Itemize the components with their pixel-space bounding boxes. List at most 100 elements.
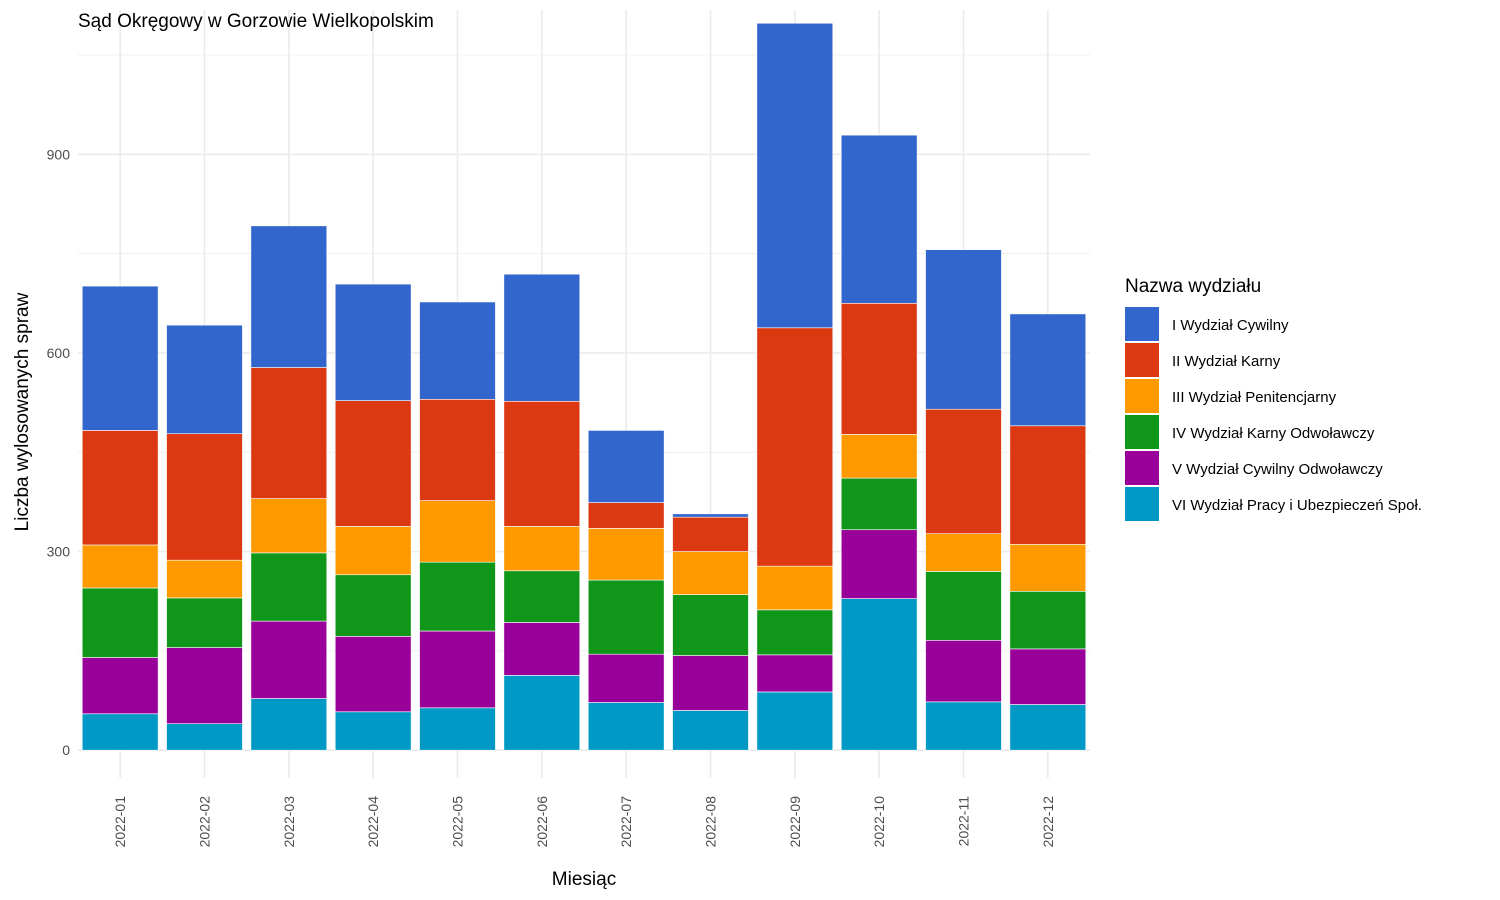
bar-segment-2022-06-s5 (503, 273, 581, 402)
bar-segment-2022-04-s0 (334, 711, 412, 751)
legend-key (1125, 379, 1159, 413)
bar-segment-2022-11-s5 (925, 249, 1002, 410)
bar-segment-2022-11-s2 (925, 571, 1002, 641)
bar-segment-2022-07-s1 (587, 653, 665, 703)
bar-segment-2022-09-s3 (756, 565, 834, 611)
bar-segment-2022-09-s0 (756, 691, 834, 751)
x-tick-label: 2022-10 (871, 796, 887, 848)
legend-label: II Wydział Karny (1172, 353, 1281, 370)
bar-segment-2022-06-s4 (503, 400, 581, 527)
bar-segment-2022-07-s4 (587, 502, 665, 529)
bar-segment-2022-01-s1 (81, 657, 159, 715)
legend-label: VI Wydział Pracy i Ubezpieczeń Społ. (1172, 497, 1422, 514)
legend-title: Nazwa wydziału (1125, 276, 1261, 297)
legend-key (1125, 487, 1159, 521)
bar-segment-2022-07-s0 (587, 702, 665, 751)
x-tick-label: 2022-08 (703, 796, 719, 848)
y-tick-label: 300 (47, 544, 71, 560)
bar-segment-2022-05-s5 (419, 301, 496, 400)
legend-label: I Wydział Cywilny (1172, 317, 1289, 334)
bar-segment-2022-08-s4 (672, 516, 749, 552)
y-tick-label: 0 (62, 742, 70, 758)
bar-segment-2022-05-s4 (419, 398, 496, 501)
bar-segment-2022-03-s3 (250, 498, 328, 554)
bar-segment-2022-12-s1 (1009, 648, 1087, 705)
bar-segment-2022-02-s0 (166, 723, 243, 751)
bar-segment-2022-09-s4 (756, 327, 834, 567)
bar-segment-2022-01-s0 (81, 713, 159, 751)
bar-segment-2022-10-s2 (840, 477, 918, 531)
y-axis-ticks: 0 300 600 900 (47, 146, 71, 758)
bar-segment-2022-01-s4 (81, 430, 159, 546)
bar-segment-2022-03-s1 (250, 620, 328, 699)
legend-key (1125, 451, 1159, 485)
bar-segment-2022-02-s3 (166, 559, 243, 599)
bar-segment-2022-08-s3 (672, 551, 749, 595)
bar-segment-2022-12-s2 (1009, 590, 1087, 650)
x-tick-label: 2022-04 (365, 796, 381, 848)
bar-segment-2022-03-s0 (250, 698, 328, 751)
bar-segment-2022-05-s0 (419, 707, 496, 751)
bar-segment-2022-10-s3 (840, 434, 918, 479)
legend: Nazwa wydziału I Wydział Cywilny II Wydzi… (1125, 276, 1422, 521)
x-tick-label: 2022-02 (197, 796, 213, 848)
bar-segment-2022-06-s2 (503, 570, 581, 623)
x-tick-label: 2022-05 (450, 796, 466, 848)
bar-segment-2022-04-s2 (334, 574, 412, 637)
bar-segment-2022-02-s5 (166, 324, 243, 435)
bar-segment-2022-08-s5 (672, 513, 749, 518)
x-tick-label: 2022-11 (956, 796, 972, 847)
legend-label: IV Wydział Karny Odwoławczy (1172, 425, 1375, 442)
bar-segment-2022-11-s1 (925, 639, 1002, 703)
bar-segment-2022-11-s4 (925, 408, 1002, 534)
bar-segment-2022-05-s2 (419, 561, 496, 632)
bar-segment-2022-01-s5 (81, 285, 159, 431)
bar-segment-2022-10-s4 (840, 302, 918, 435)
bar-segment-2022-08-s0 (672, 710, 749, 751)
bar-segment-2022-07-s2 (587, 579, 665, 655)
y-axis-title: Liczba wylosowanych spraw (12, 292, 33, 531)
x-tick-label: 2022-03 (281, 796, 297, 848)
bar-segment-2022-11-s0 (925, 701, 1002, 751)
legend-key (1125, 415, 1159, 449)
bar-segment-2022-04-s5 (334, 283, 412, 401)
bar-segment-2022-07-s3 (587, 528, 665, 581)
bar-segment-2022-05-s1 (419, 630, 496, 709)
x-axis-title: Miesiąc (552, 869, 616, 890)
bar-segment-2022-06-s1 (503, 622, 581, 676)
bar-segment-2022-04-s3 (334, 526, 412, 576)
x-tick-label: 2022-01 (112, 796, 128, 848)
chart-title: Sąd Okręgowy w Gorzowie Wielkopolskim (78, 11, 434, 32)
bars (81, 22, 1087, 751)
bar-segment-2022-04-s4 (334, 400, 412, 527)
bar-segment-2022-09-s1 (756, 654, 834, 693)
bar-segment-2022-11-s3 (925, 533, 1002, 572)
bar-segment-2022-06-s3 (503, 526, 581, 572)
bar-segment-2022-06-s0 (503, 675, 581, 751)
bar-segment-2022-02-s2 (166, 597, 243, 648)
bar-segment-2022-01-s2 (81, 587, 159, 658)
y-tick-label: 900 (47, 146, 71, 162)
bar-segment-2022-08-s2 (672, 594, 749, 656)
bar-segment-2022-12-s5 (1009, 313, 1087, 427)
x-axis-ticks: 2022-01 2022-02 2022-03 2022-04 2022-05 2022-… (112, 796, 1056, 848)
bar-segment-2022-09-s5 (756, 22, 834, 329)
x-tick-label: 2022-06 (534, 796, 550, 848)
legend-key (1125, 343, 1159, 377)
bar-segment-2022-03-s5 (250, 225, 328, 368)
legend-label: III Wydział Penitencjarny (1172, 389, 1337, 406)
bar-segment-2022-12-s4 (1009, 425, 1087, 545)
bar-segment-2022-04-s1 (334, 636, 412, 713)
bar-segment-2022-03-s2 (250, 552, 328, 622)
bar-segment-2022-09-s2 (756, 609, 834, 656)
bar-segment-2022-05-s3 (419, 500, 496, 563)
legend-label: V Wydział Cywilny Odwoławczy (1172, 461, 1383, 478)
legend-key (1125, 307, 1159, 341)
y-tick-label: 600 (47, 345, 71, 361)
x-tick-label: 2022-09 (787, 796, 803, 848)
bar-segment-2022-03-s4 (250, 367, 328, 499)
bar-segment-2022-02-s4 (166, 433, 243, 561)
bar-segment-2022-01-s3 (81, 544, 159, 589)
bar-segment-2022-10-s1 (840, 529, 918, 599)
